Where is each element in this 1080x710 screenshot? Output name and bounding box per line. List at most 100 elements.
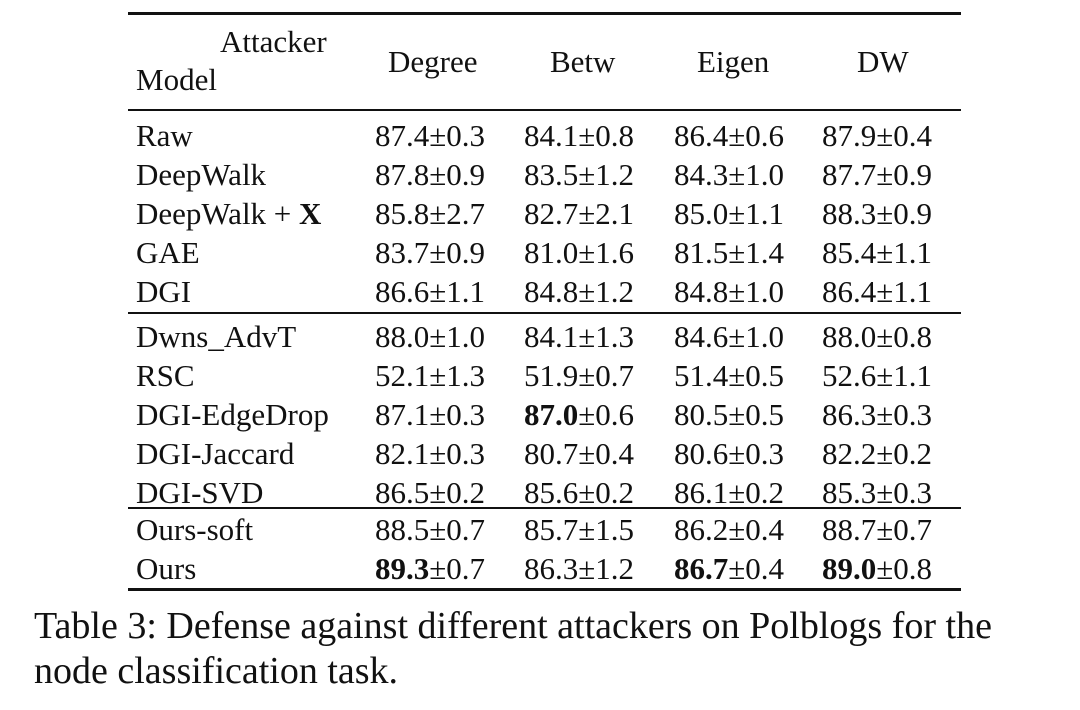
cell-value: 84.3 bbox=[674, 157, 729, 192]
cell-std-dev: ±1.1 bbox=[876, 235, 933, 270]
table-cell: 87.9±0.4 bbox=[822, 116, 932, 155]
cell-std-dev: ±1.0 bbox=[728, 319, 785, 354]
cell-std-dev: ±1.0 bbox=[429, 319, 486, 354]
cell-value: 88.3 bbox=[822, 196, 877, 231]
table-row: DGI-Jaccard 82.1±0.3 80.7±0.4 80.6±0.3 82.2±… bbox=[128, 434, 961, 473]
cell-std-dev: ±1.1 bbox=[728, 196, 785, 231]
row-model-name: Ours bbox=[136, 549, 196, 588]
cell-std-dev: ±1.0 bbox=[728, 274, 785, 309]
header-model-label: Model bbox=[136, 62, 217, 97]
table-cell: 88.0±1.0 bbox=[375, 317, 485, 356]
header-rule bbox=[128, 109, 961, 111]
table-cell: 86.5±0.2 bbox=[375, 473, 485, 512]
table-cell: 88.5±0.7 bbox=[375, 510, 485, 549]
cell-std-dev: ±1.1 bbox=[876, 358, 933, 393]
cell-value: 52.1 bbox=[375, 358, 430, 393]
table-cell: 87.8±0.9 bbox=[375, 155, 485, 194]
table-cell: 88.3±0.9 bbox=[822, 194, 932, 233]
model-label: RSC bbox=[136, 358, 195, 393]
cell-std-dev: ±1.2 bbox=[578, 157, 635, 192]
table-row: Ours-soft 88.5±0.7 85.7±1.5 86.2±0.4 88.7 ±0.… bbox=[128, 510, 961, 549]
table-cell: 84.3±1.0 bbox=[674, 155, 784, 194]
table-cell: 84.8±1.0 bbox=[674, 272, 784, 311]
cell-std-dev: ±0.8 bbox=[876, 319, 933, 354]
cell-std-dev: ±0.3 bbox=[728, 436, 785, 471]
row-model-name: DeepWalk + X bbox=[136, 194, 321, 233]
table-cell: 85.4±1.1 bbox=[822, 233, 932, 272]
cell-value: 88.7 bbox=[822, 512, 877, 547]
table-cell: 82.7±2.1 bbox=[524, 194, 634, 233]
table-row: DeepWalk 87.8±0.9 83.5±1.2 84.3±1.0 87.7±0.9 bbox=[128, 155, 961, 194]
cell-std-dev: ±2.7 bbox=[429, 196, 486, 231]
cell-value: 81.5 bbox=[674, 235, 729, 270]
cell-std-dev: ±0.4 bbox=[578, 436, 635, 471]
cell-std-dev: ±0.7 bbox=[578, 358, 635, 393]
cell-std-dev: ±0.3 bbox=[429, 118, 486, 153]
table-cell: 84.1±0.8 bbox=[524, 116, 634, 155]
table-cell: 86.4±1.1 bbox=[822, 272, 932, 311]
cell-value: 85.6 bbox=[524, 475, 579, 510]
cell-std-dev: ±0.6 bbox=[728, 118, 785, 153]
diagonal-header-cell: Attacker Model bbox=[128, 12, 358, 110]
cell-value: 87.1 bbox=[375, 397, 430, 432]
table-cell: 86.6±1.1 bbox=[375, 272, 485, 311]
cell-std-dev: ±0.2 bbox=[876, 436, 933, 471]
cell-value: 85.0 bbox=[674, 196, 729, 231]
model-feature-symbol: X bbox=[299, 196, 322, 231]
column-header-degree: Degree bbox=[388, 44, 478, 79]
table-cell: 52.6±1.1 bbox=[822, 356, 932, 395]
cell-value: 87.4 bbox=[375, 118, 430, 153]
model-label: DeepWalk + bbox=[136, 196, 300, 231]
row-model-name: DGI-SVD bbox=[136, 473, 263, 512]
cell-value-best: 86.7 bbox=[674, 551, 729, 586]
cell-std-dev: ±0.7 bbox=[429, 551, 486, 586]
table-cell: 86.7±0.4 bbox=[674, 549, 784, 588]
cell-std-dev: ±0.2 bbox=[728, 475, 785, 510]
model-label: Ours-soft bbox=[136, 512, 254, 547]
table-cell: 84.8±1.2 bbox=[524, 272, 634, 311]
model-label: Ours bbox=[136, 551, 197, 586]
cell-value-best: 89.0 bbox=[822, 551, 877, 586]
model-label: Raw bbox=[136, 118, 193, 153]
cell-std-dev: ±0.4 bbox=[728, 512, 785, 547]
cell-std-dev: ±0.8 bbox=[578, 118, 635, 153]
cell-value: 86.2 bbox=[674, 512, 729, 547]
cell-value: 81.0 bbox=[524, 235, 579, 270]
row-model-name: RSC bbox=[136, 356, 195, 395]
row-model-name: Raw bbox=[136, 116, 193, 155]
row-model-name: Ours-soft bbox=[136, 510, 253, 549]
cell-value: 51.9 bbox=[524, 358, 579, 393]
group-rule-1 bbox=[128, 312, 961, 314]
column-header-dw: DW bbox=[857, 44, 909, 79]
table-row: GAE 83.7±0.9 81.0±1.6 81.5±1.4 85.4±1.1 bbox=[128, 233, 961, 272]
table-cell: 81.0±1.6 bbox=[524, 233, 634, 272]
cell-value: 82.1 bbox=[375, 436, 430, 471]
table-cell: 89.3±0.7 bbox=[375, 549, 485, 588]
table-cell: 80.7±0.4 bbox=[524, 434, 634, 473]
cell-std-dev: ±0.9 bbox=[429, 157, 486, 192]
row-model-name: Dwns_AdvT bbox=[136, 317, 296, 356]
cell-std-dev: ±0.2 bbox=[578, 475, 635, 510]
model-label: DGI-SVD bbox=[136, 475, 264, 510]
model-label: DGI bbox=[136, 274, 192, 309]
cell-std-dev: ±0.5 bbox=[728, 397, 785, 432]
cell-std-dev: ±0.9 bbox=[876, 157, 933, 192]
cell-value: 85.7 bbox=[524, 512, 579, 547]
table-row: DGI-EdgeDrop 87.1±0.3 87.0±0.6 80.5±0.5 86.3… bbox=[128, 395, 961, 434]
cell-value: 84.1 bbox=[524, 319, 579, 354]
table-cell: 80.5±0.5 bbox=[674, 395, 784, 434]
cell-value: 51.4 bbox=[674, 358, 729, 393]
cell-value: 84.6 bbox=[674, 319, 729, 354]
table-caption: Table 3: Defense against different attac… bbox=[34, 605, 992, 692]
table-cell: 86.2±0.4 bbox=[674, 510, 784, 549]
cell-std-dev: ±0.5 bbox=[728, 358, 785, 393]
table-cell: 84.6±1.0 bbox=[674, 317, 784, 356]
cell-std-dev: ±1.3 bbox=[578, 319, 635, 354]
cell-std-dev: ±0.9 bbox=[429, 235, 486, 270]
row-model-name: DGI-EdgeDrop bbox=[136, 395, 329, 434]
table-cell: 85.0±1.1 bbox=[674, 194, 784, 233]
column-header-betw: Betw bbox=[550, 44, 616, 79]
header-attacker-label: Attacker bbox=[220, 24, 327, 59]
cell-value: 88.5 bbox=[375, 512, 430, 547]
table-cell: 85.7±1.5 bbox=[524, 510, 634, 549]
